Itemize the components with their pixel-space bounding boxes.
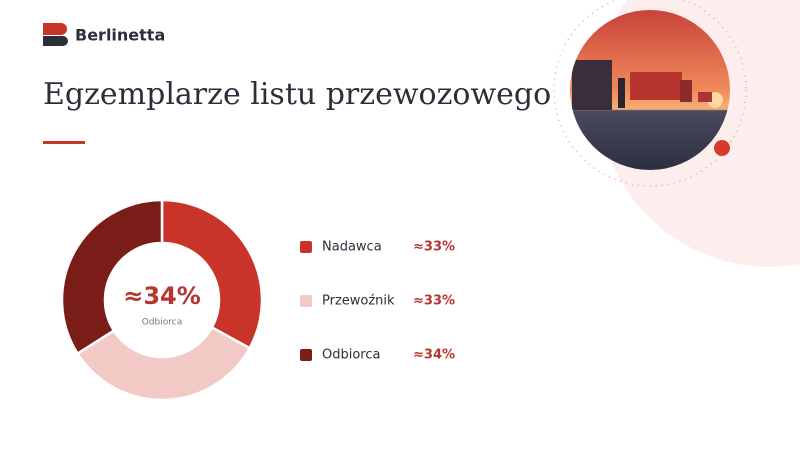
value-label: ≈33% bbox=[413, 294, 455, 309]
photo bbox=[570, 10, 730, 170]
title-underline bbox=[43, 141, 85, 144]
donut-segment bbox=[75, 325, 252, 402]
legend-label: Przewoźnik bbox=[322, 294, 395, 309]
value-label: ≈33% bbox=[413, 240, 455, 255]
legend-swatch bbox=[300, 349, 312, 361]
legend-swatch bbox=[300, 241, 312, 253]
legend-label: Nadawca bbox=[322, 240, 382, 255]
title: Egzemplarze listu przewozowego bbox=[43, 77, 551, 112]
brand: Berlinetta bbox=[75, 26, 165, 45]
donut-segment bbox=[160, 198, 264, 350]
value-label: ≈34% bbox=[413, 348, 455, 363]
logo-icon bbox=[43, 23, 68, 46]
legend-swatch bbox=[300, 295, 312, 307]
dotted-ring bbox=[553, 0, 747, 187]
center-label: ≈34% bbox=[123, 282, 201, 310]
legend-label: Odbiorca bbox=[322, 348, 380, 363]
center-caption: Odbiorca bbox=[142, 318, 182, 328]
donut-segment bbox=[60, 198, 164, 356]
accent-dot bbox=[714, 140, 730, 156]
